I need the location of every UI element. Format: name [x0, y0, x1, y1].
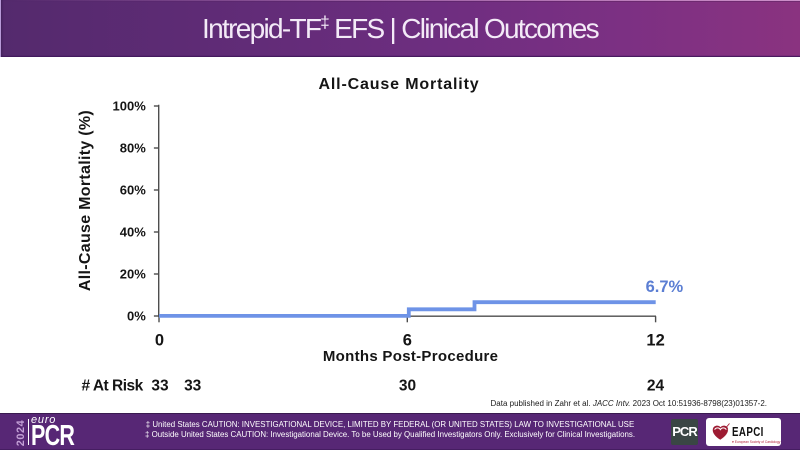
- svg-text:6.7%: 6.7%: [646, 278, 684, 296]
- svg-text:6: 6: [403, 332, 412, 350]
- svg-text:All-Cause Mortality: All-Cause Mortality: [318, 76, 479, 93]
- svg-text:24: 24: [647, 378, 665, 395]
- svg-text:20%: 20%: [120, 267, 146, 282]
- svg-text:40%: 40%: [120, 225, 146, 240]
- svg-text:0: 0: [155, 332, 164, 350]
- svg-text:# At Risk: # At Risk: [82, 378, 144, 395]
- svg-text:Months Post-Procedure: Months Post-Procedure: [323, 348, 498, 365]
- svg-text:All-Cause Mortality (%): All-Cause Mortality (%): [77, 110, 94, 291]
- svg-text:30: 30: [399, 378, 416, 395]
- svg-text:80%: 80%: [120, 141, 146, 156]
- svg-text:33: 33: [184, 378, 202, 395]
- svg-text:12: 12: [646, 332, 664, 350]
- svg-text:100%: 100%: [113, 99, 147, 114]
- svg-text:60%: 60%: [120, 183, 146, 198]
- svg-text:0%: 0%: [127, 309, 146, 324]
- svg-text:33: 33: [151, 378, 169, 395]
